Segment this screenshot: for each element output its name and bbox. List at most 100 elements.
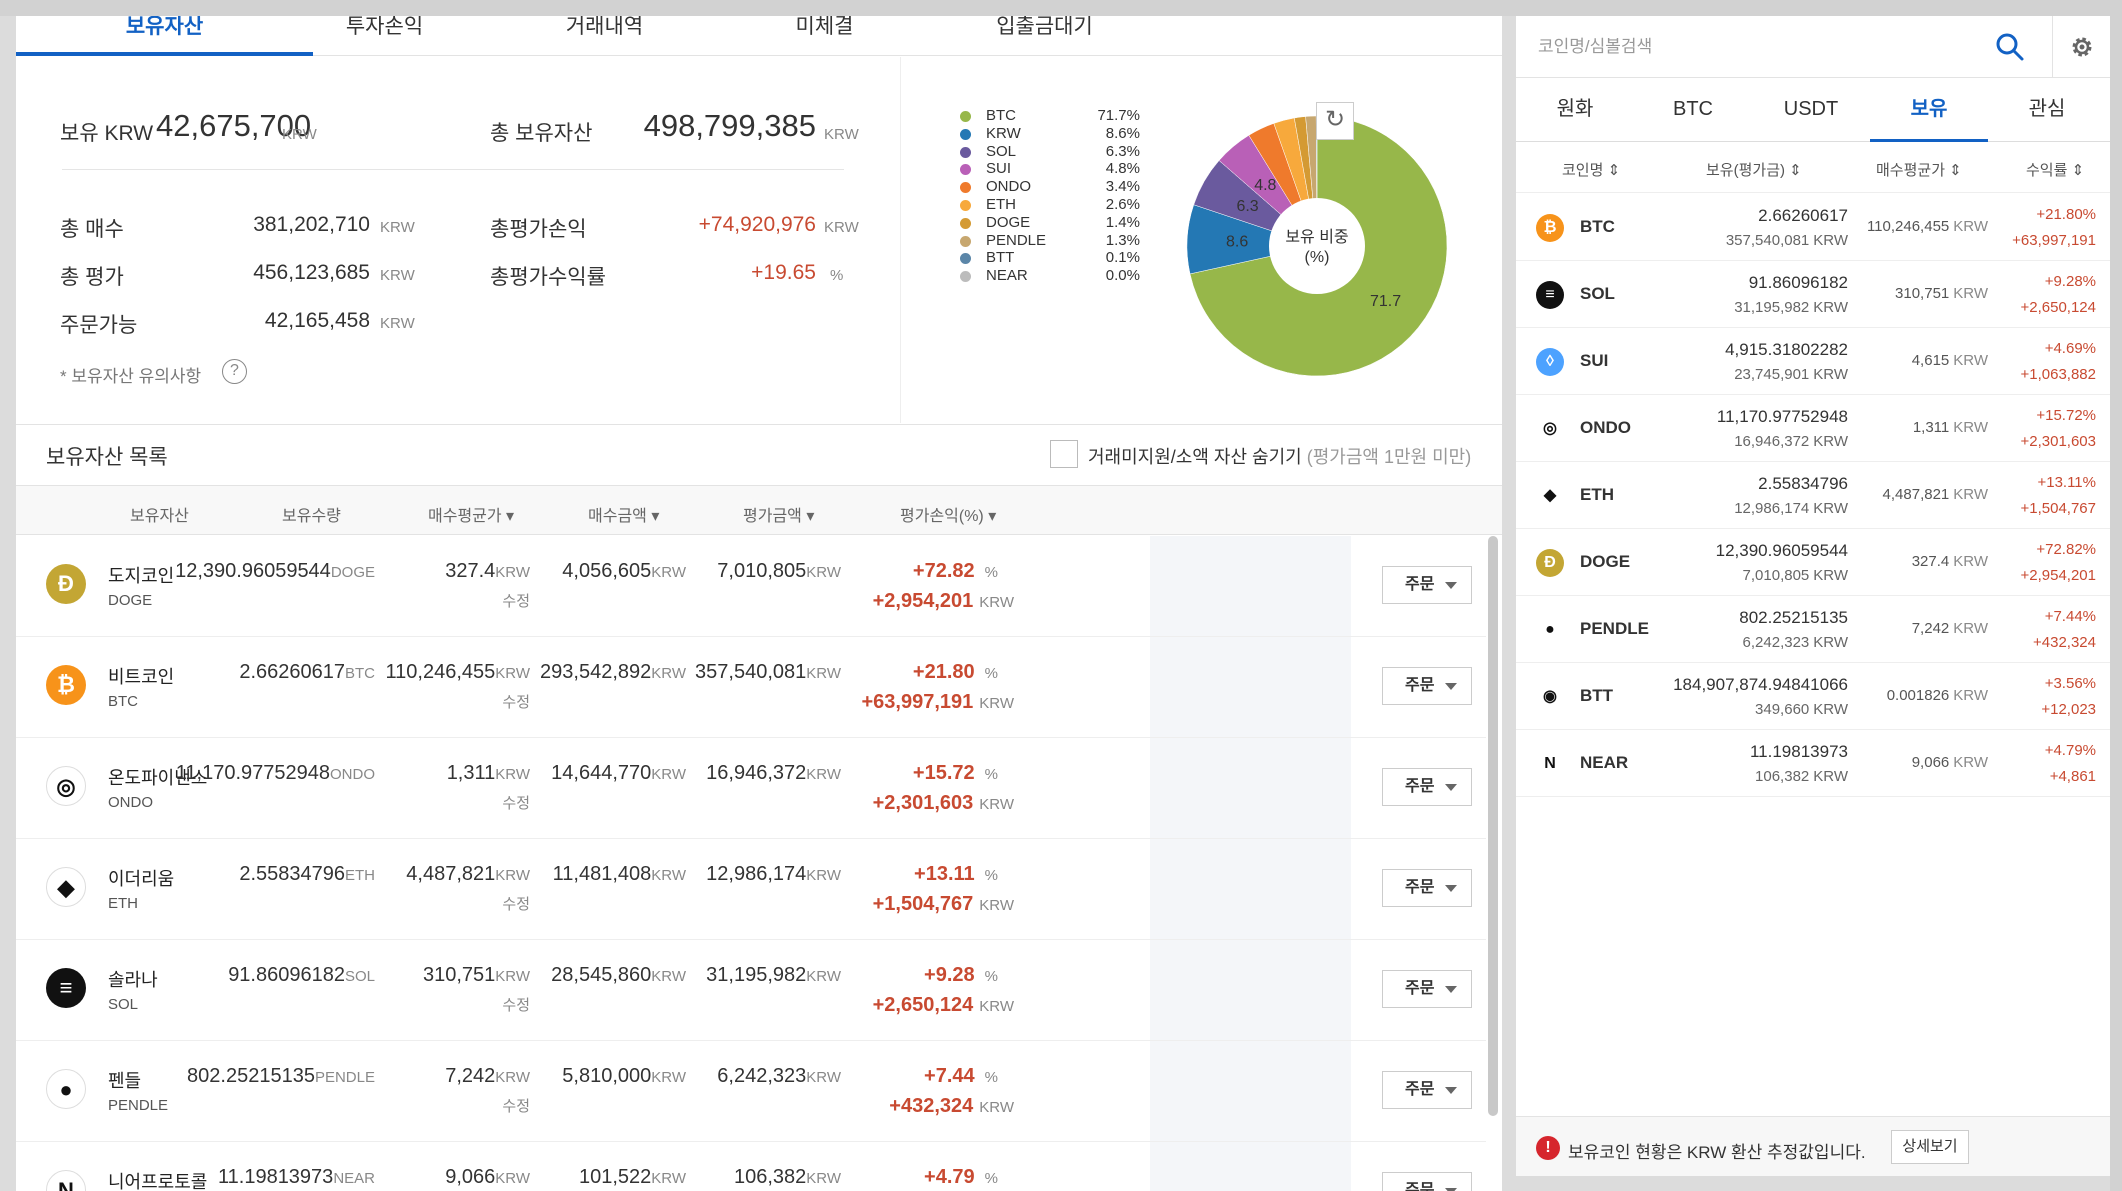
pl-amount: +1,504,767 KRW (873, 893, 1014, 916)
order-button[interactable]: 주문 (1382, 970, 1472, 1008)
dogecoin-icon: Ð (1536, 549, 1564, 577)
table-row[interactable]: ◎ 온도파이낸스 ONDO 11,170.97752948ONDO 1,311KRW 수정… (16, 738, 1486, 839)
quantity-value: 802.25215135 (187, 1065, 315, 1087)
help-icon[interactable]: ? (222, 359, 247, 384)
asset-name: 솔라나 (108, 970, 158, 990)
pl-percent-value: +15.72 (912, 762, 975, 784)
pl-percent: +4.79% (924, 1166, 998, 1189)
quantity-unit: ETH (345, 867, 375, 884)
krw-unit: KRW (380, 219, 415, 236)
legend-label: ONDO (986, 178, 1031, 196)
side-col-avg[interactable]: 매수평균가 ⇕ (1876, 162, 1962, 179)
side-coin-row[interactable]: ◊ SUI 4,915.31802282 23,745,901 KRW 4,615 KRW +… (1516, 328, 2110, 395)
table-row[interactable]: ≡ 솔라나 SOL 91.86096182SOL 310,751KRW 수정 28,545,… (16, 940, 1486, 1041)
col-buy-amount[interactable]: 매수금액 ▾ (588, 508, 660, 525)
edit-avg-link[interactable]: 수정 (502, 896, 530, 913)
hide-small-checkbox[interactable] (1050, 440, 1078, 468)
ethereum-icon: ◆ (46, 867, 86, 907)
table-row[interactable]: ● 펜들 PENDLE 802.25215135PENDLE 7,242KRW 수정 5,8… (16, 1041, 1486, 1142)
buy-amount: 293,542,892KRW (540, 661, 686, 684)
order-button[interactable]: 주문 (1382, 768, 1472, 806)
krw-unit: KRW (979, 594, 1014, 611)
refresh-icon[interactable]: ↻ (1316, 102, 1354, 140)
asset-name: 펜들 (108, 1071, 142, 1091)
side-coin-value: 7,010,805 KRW (1743, 567, 1848, 584)
side-coin-avg: 4,615 KRW (1912, 352, 1988, 369)
order-button[interactable]: 주문 (1382, 1172, 1472, 1191)
tab-holdings[interactable]: 보유자산 (16, 16, 313, 56)
side-coin-row[interactable]: ₿ BTC 2.66260617 357,540,081 KRW 110,246,455 K… (1516, 194, 2110, 261)
eval-amount-value: 12,986,174 (706, 863, 807, 885)
legend-swatch (960, 164, 971, 176)
side-coin-row[interactable]: ◎ ONDO 11,170.97752948 16,946,372 KRW 1,311 KR… (1516, 395, 2110, 462)
tab-holding[interactable]: 보유 (1870, 78, 1988, 142)
side-coin-avg: 9,066 KRW (1912, 754, 1988, 771)
chevron-down-icon (1445, 784, 1457, 791)
side-coin-row[interactable]: ◆ ETH 2.55834796 12,986,174 KRW 4,487,821 KRW +… (1516, 462, 2110, 529)
krw-unit: KRW (1813, 299, 1848, 316)
tab-history[interactable]: 거래내역 (565, 16, 644, 38)
edit-avg-link[interactable]: 수정 (502, 694, 530, 711)
krw-unit: KRW (1953, 285, 1988, 302)
side-col-rate[interactable]: 수익률 ⇕ (2026, 162, 2085, 179)
side-coin-row[interactable]: ◉ BTT 184,907,874.94841066 349,660 KRW 0.0018… (1516, 663, 2110, 730)
tab-favorites[interactable]: 관심 (2028, 98, 2066, 120)
side-col-name[interactable]: 코인명 ⇕ (1562, 162, 1621, 179)
side-coin-row[interactable]: N NEAR 11.19813973 106,382 KRW 9,066 KRW +4.79%… (1516, 730, 2110, 797)
quantity-value: 12,390.96059544 (175, 560, 331, 582)
tab-deposit-withdraw[interactable]: 입출금대기 (996, 16, 1093, 38)
eval-amount: 12,986,174KRW (706, 863, 841, 886)
chevron-down-icon (1445, 582, 1457, 589)
tab-open-orders[interactable]: 미체결 (795, 16, 854, 38)
asset-quantity: 2.66260617BTC (239, 661, 375, 684)
tab-profit-loss[interactable]: 투자손익 (345, 16, 424, 38)
legend-swatch (960, 111, 971, 122)
col-pl[interactable]: 평가손익(%) ▾ (900, 508, 997, 525)
edit-avg-link[interactable]: 수정 (502, 795, 530, 812)
avg-price: 327.4KRW (445, 560, 530, 583)
side-coin-name: PENDLE (1580, 619, 1649, 638)
table-row[interactable]: Ð 도지코인 DOGE 12,390.96059544DOGE 327.4KRW 수정 4,… (16, 536, 1486, 637)
footer-notice: 보유코인 현황은 KRW 환산 추정값입니다. (1568, 1143, 1866, 1162)
chevron-down-icon (1445, 1087, 1457, 1094)
buy-amount-value: 14,644,770 (551, 762, 652, 784)
order-button[interactable]: 주문 (1382, 869, 1472, 907)
table-row[interactable]: N니어프로토콜NEAR11.19813973NEAR9,066KRW수정101,… (16, 1142, 1486, 1191)
ondo-icon: ◎ (1536, 415, 1564, 443)
search-icon[interactable] (1994, 31, 2026, 63)
side-coin-row[interactable]: Ð DOGE 12,390.96059544 7,010,805 KRW 327.4 KRW… (1516, 529, 2110, 596)
edit-avg-link[interactable]: 수정 (502, 997, 530, 1014)
legend-value: 1.4% (1105, 213, 1140, 231)
order-button[interactable]: 주문 (1382, 667, 1472, 705)
tab-usdt[interactable]: USDT (1783, 98, 1839, 120)
detail-button[interactable]: 상세보기 (1891, 1130, 1969, 1164)
legend-swatch (960, 235, 971, 247)
asset-quantity: 91.86096182SOL (228, 964, 375, 987)
side-coin-value: 31,195,982 KRW (1734, 299, 1848, 316)
side-coin-pl: +1,504,767 (2020, 500, 2097, 517)
tab-krw[interactable]: 원화 (1556, 98, 1594, 120)
col-eval-amount[interactable]: 평가금액 ▾ (743, 508, 815, 525)
edit-avg-link[interactable]: 수정 (502, 1098, 530, 1115)
table-row[interactable]: ₿ 비트코인 BTC 2.66260617BTC 110,246,455KRW 수정 293… (16, 637, 1486, 738)
side-coin-row[interactable]: ● PENDLE 802.25215135 6,242,323 KRW 7,242 KRW +… (1516, 596, 2110, 663)
side-col-holding[interactable]: 보유(평가금) ⇕ (1706, 162, 1802, 179)
coin-search-input[interactable] (1516, 16, 2024, 78)
edit-avg-link[interactable]: 수정 (502, 593, 530, 610)
order-button[interactable]: 주문 (1382, 566, 1472, 604)
order-button[interactable]: 주문 (1382, 1071, 1472, 1109)
col-avg-price[interactable]: 매수평균가 ▾ (428, 508, 515, 525)
side-coin-row[interactable]: ≡ SOL 91.86096182 31,195,982 KRW 310,751 KRW +9… (1516, 261, 2110, 328)
avg-price: 310,751KRW (423, 964, 530, 987)
krw-unit: KRW (806, 766, 841, 783)
side-footer: ! 보유코인 현황은 KRW 환산 추정값입니다. 상세보기 (1516, 1116, 2110, 1176)
side-coin-rate: +9.28% (2044, 273, 2096, 290)
krw-unit: KRW (651, 766, 686, 783)
settings-button[interactable] (2052, 16, 2110, 78)
legend-swatch (960, 146, 971, 158)
asset-symbol: SOL (108, 996, 139, 1013)
table-row[interactable]: ◆ 이더리움 ETH 2.55834796ETH 4,487,821KRW 수정 11,48… (16, 839, 1486, 940)
krw-unit: KRW (1953, 687, 1988, 704)
tab-btc[interactable]: BTC (1673, 98, 1713, 120)
scrollbar-thumb[interactable] (1488, 536, 1498, 1116)
